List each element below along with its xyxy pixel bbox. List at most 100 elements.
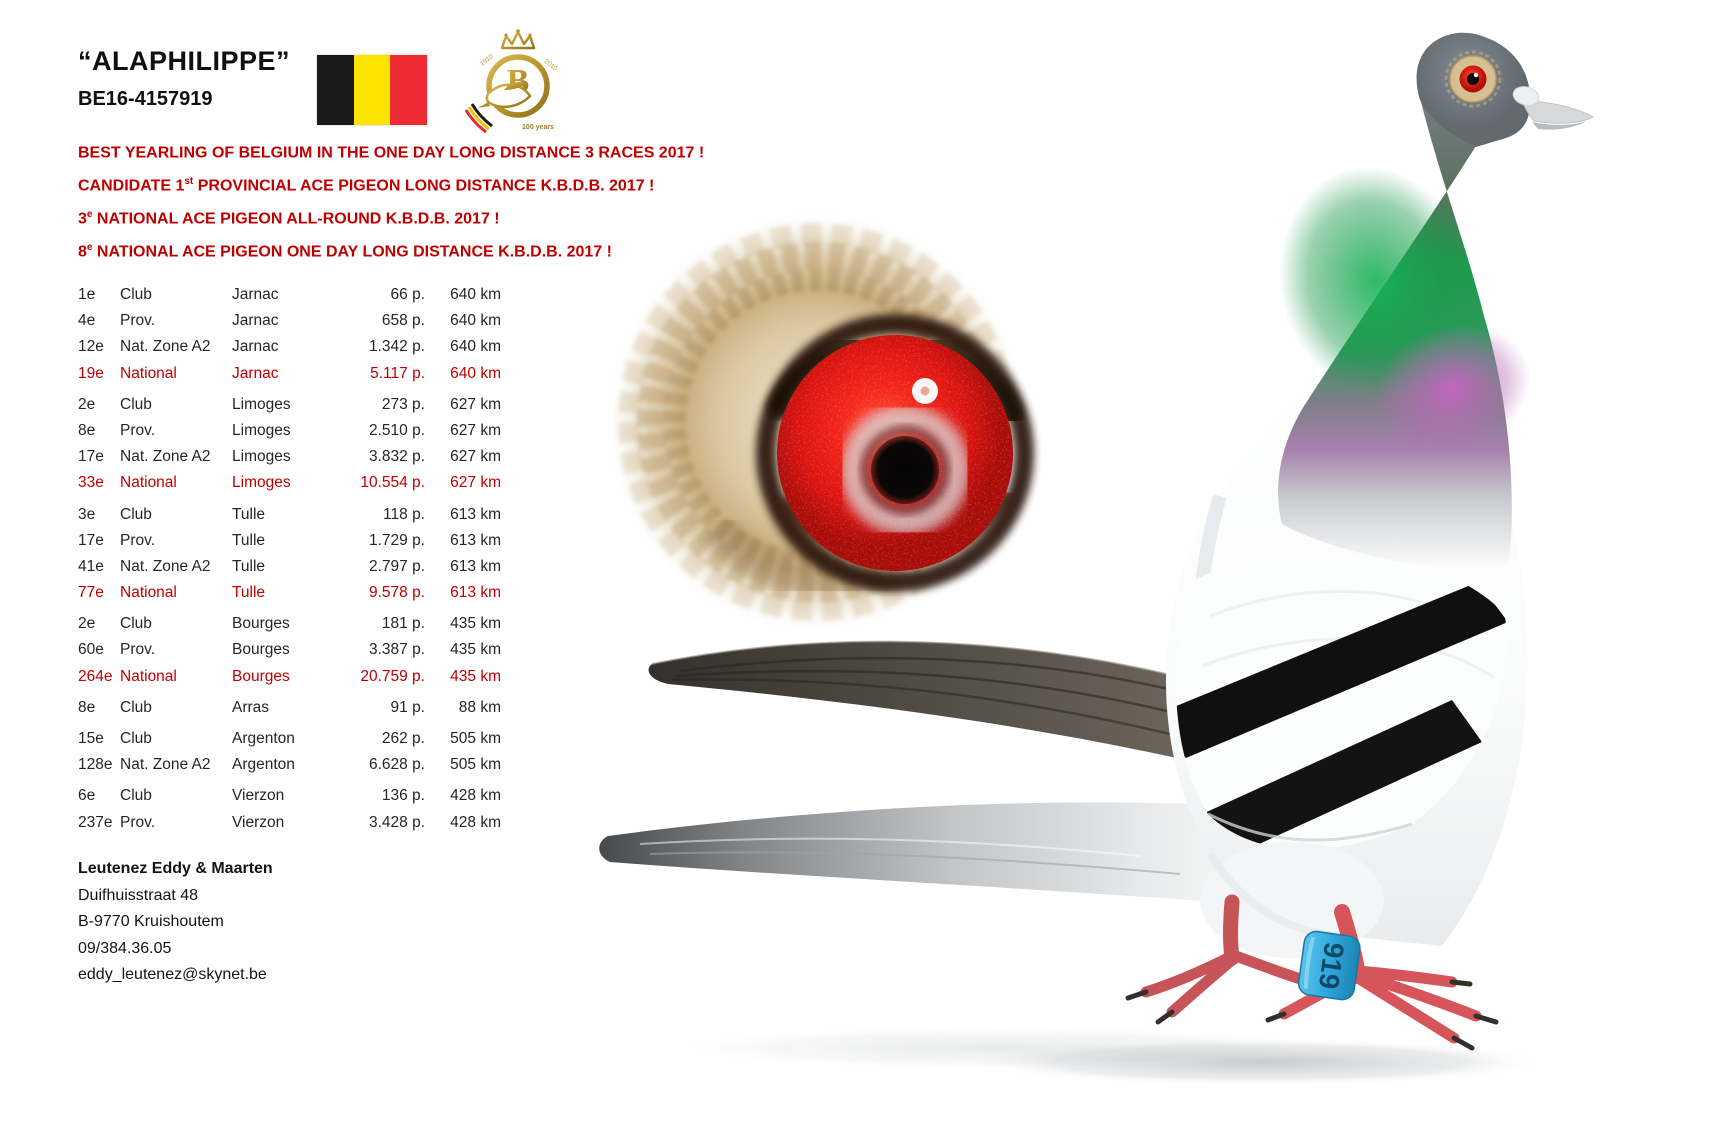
pigeon-thigh — [1200, 842, 1384, 958]
ring-number: BE16-4157919 — [78, 88, 213, 110]
result-level: Prov. — [120, 641, 156, 659]
results-table: 1e Club Jarnac 66 p. 640 km 4e Prov. Jar… — [78, 282, 501, 841]
result-distance: 435 km — [450, 641, 501, 659]
result-distance: 428 km — [450, 813, 501, 831]
result-pigeons: 10.554 p. — [360, 474, 425, 492]
eye-rim — [756, 314, 1034, 592]
result-position: 2e — [78, 395, 96, 413]
result-group: 1e Club Jarnac 66 p. 640 km 4e Prov. Jar… — [78, 282, 501, 387]
result-row: 19e National Jarnac 5.117 p. 640 km — [78, 361, 501, 387]
pigeon-tail — [599, 802, 1245, 904]
eye-pupil — [871, 436, 939, 504]
result-pigeons: 6.628 p. — [368, 756, 425, 774]
result-row: 15e Club Argenton 262 p. 505 km — [78, 726, 501, 752]
result-race: Limoges — [232, 448, 291, 466]
result-position: 77e — [78, 584, 104, 602]
pigeon-eye — [1444, 50, 1502, 108]
result-distance: 428 km — [450, 787, 501, 805]
pigeon-beak — [1521, 99, 1594, 124]
result-distance: 640 km — [450, 338, 501, 356]
result-pigeons: 5.117 p. — [370, 364, 425, 382]
dove-icon — [478, 82, 532, 109]
result-distance: 627 km — [450, 474, 501, 492]
result-row: 3e Club Tulle 118 p. 613 km — [78, 502, 501, 528]
pigeon-name: “ALAPHILIPPE” — [78, 46, 291, 76]
result-position: 33e — [78, 474, 104, 492]
result-level: Prov. — [120, 312, 156, 330]
flag-yellow-stripe — [353, 55, 391, 125]
result-level: Prov. — [120, 421, 156, 439]
owner-address-lines: Duifhuisstraat 48 B-9770 Kruishoutem 09/38… — [78, 883, 273, 989]
beak-cere — [1512, 86, 1540, 106]
result-race: Bourges — [232, 667, 290, 685]
result-level: Nat. Zone A2 — [120, 557, 211, 575]
result-level: Club — [120, 787, 152, 805]
result-race: Tulle — [232, 557, 266, 575]
result-row: 128e Nat. Zone A2 Argenton 6.628 p. 505 … — [78, 752, 501, 778]
result-row: 17e Prov. Tulle 1.729 p. 613 km — [78, 528, 501, 554]
result-position: 17e — [78, 531, 104, 549]
owner-block: Leutenez Eddy & Maarten Duifhuisstraat 4… — [78, 856, 273, 989]
result-pigeons: 136 p. — [381, 787, 425, 805]
result-race: Limoges — [232, 421, 291, 439]
result-row: 17e Nat. Zone A2 Limoges 3.832 p. 627 km — [78, 444, 501, 470]
result-position: 6e — [78, 787, 96, 805]
result-pigeons: 262 p. — [381, 730, 425, 747]
result-position: 4e — [78, 312, 96, 330]
result-row: 6e Club Vierzon 136 p. 428 km — [78, 783, 501, 809]
result-position: 128e — [78, 756, 113, 774]
flag-black-stripe — [317, 55, 354, 125]
achievement-line: 8e NATIONAL ACE PIGEON ONE DAY LONG DIST… — [78, 242, 612, 261]
result-pigeons: 1.729 p. — [368, 531, 425, 549]
owner-address-line: B-9770 Kruishoutem — [78, 913, 224, 930]
result-group: 2e Club Bourges 181 p. 435 km 60e Prov. … — [78, 611, 501, 690]
pigeon-wing-shield — [1176, 552, 1507, 850]
result-row: 264e National Bourges 20.759 p. 435 km — [78, 664, 501, 690]
result-race: Jarnac — [232, 286, 279, 303]
result-race: Vierzon — [232, 813, 285, 831]
result-group: 15e Club Argenton 262 p. 505 km 128e Nat… — [78, 726, 501, 778]
result-pigeons: 91 p. — [390, 698, 425, 716]
result-level: Club — [120, 698, 152, 716]
kbdb-100-years-logo: B 1910 2010 100 years — [464, 29, 559, 134]
result-level: Prov. — [120, 813, 156, 831]
result-level: Club — [120, 730, 152, 747]
result-distance: 613 km — [450, 531, 501, 549]
result-row: 41e Nat. Zone A2 Tulle 2.797 p. 613 km — [78, 554, 501, 580]
result-row: 2e Club Limoges 273 p. 627 km — [78, 392, 501, 418]
logo-caption: 100 years — [522, 124, 554, 131]
owner-address-line: eddy_leutenez@skynet.be — [78, 966, 267, 983]
result-group: 2e Club Limoges 273 p. 627 km 8e Prov. L… — [78, 392, 501, 497]
result-position: 19e — [78, 364, 104, 382]
result-row: 77e National Tulle 9.578 p. 613 km — [78, 580, 501, 606]
pigeon-head — [1416, 32, 1594, 147]
result-distance: 505 km — [450, 756, 501, 774]
result-position: 12e — [78, 338, 104, 356]
result-race: Vierzon — [232, 787, 285, 805]
result-position: 2e — [78, 615, 96, 633]
result-race: Tulle — [232, 531, 266, 549]
result-race: Tulle — [232, 505, 266, 523]
result-row: 1e Club Jarnac 66 p. 640 km — [78, 282, 501, 308]
result-level: National — [120, 474, 177, 492]
pigeon-photo: 919 — [599, 32, 1594, 1086]
result-distance: 640 km — [450, 364, 501, 382]
result-position: 1e — [78, 286, 96, 303]
result-race: Tulle — [232, 584, 266, 602]
result-group: 8e Club Arras 91 p. 88 km — [78, 695, 501, 721]
result-distance: 627 km — [450, 395, 501, 413]
result-distance: 627 km — [450, 421, 501, 439]
belgian-flag — [317, 55, 428, 125]
result-position: 8e — [78, 421, 96, 439]
owner-address-line: 09/384.36.05 — [78, 939, 172, 957]
result-level: Nat. Zone A2 — [120, 448, 211, 466]
result-pigeons: 181 p. — [381, 615, 425, 633]
result-distance: 627 km — [450, 448, 501, 466]
result-race: Limoges — [232, 474, 291, 492]
result-level: Nat. Zone A2 — [120, 338, 211, 356]
result-race: Limoges — [232, 395, 291, 413]
result-position: 237e — [78, 813, 113, 831]
result-pigeons: 20.759 p. — [360, 667, 425, 685]
result-position: 264e — [78, 667, 113, 685]
